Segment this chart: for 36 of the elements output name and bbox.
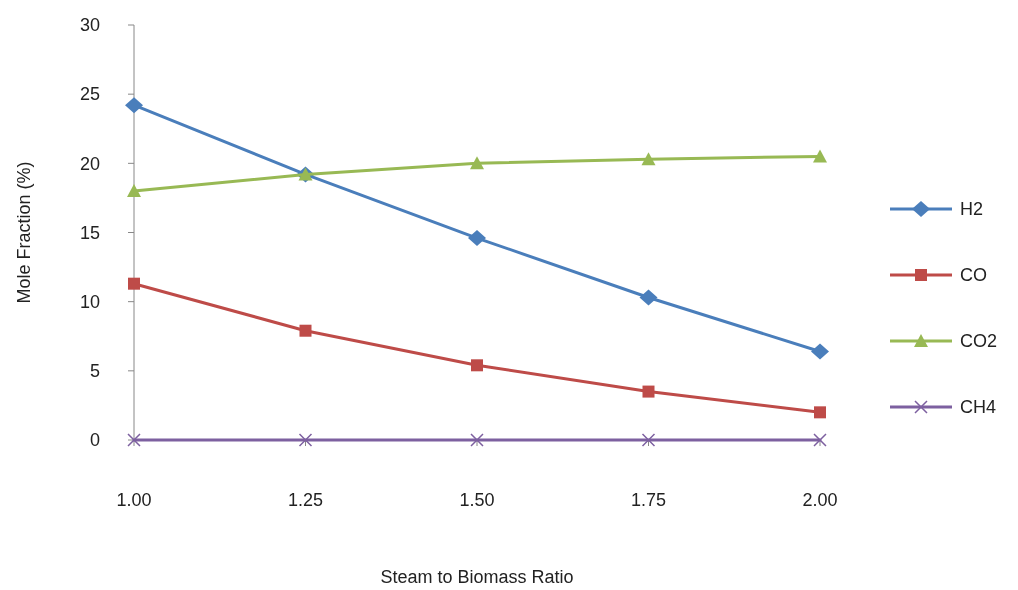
x-tick-label: 1.00 (116, 490, 152, 510)
point (127, 433, 141, 447)
point (814, 406, 826, 419)
point (813, 149, 827, 163)
y-tick-label: 30 (79, 15, 100, 36)
point (299, 324, 312, 337)
y-tick-label: 15 (79, 222, 100, 243)
legend-label: CO (960, 265, 987, 286)
point (642, 385, 655, 398)
y-tick-label: 20 (79, 153, 100, 174)
point (470, 156, 484, 170)
point (298, 433, 313, 447)
point (128, 277, 140, 290)
y-tick-label: 5 (89, 361, 100, 382)
point (125, 97, 143, 114)
x-tick-label: 1.75 (630, 490, 667, 510)
point (813, 433, 827, 447)
point (641, 152, 656, 166)
point (639, 289, 658, 306)
y-tick-label: 25 (79, 84, 100, 105)
legend-label: CO2 (960, 331, 998, 352)
legend-label: H2 (960, 199, 984, 220)
legend-label: CH4 (960, 397, 997, 418)
point (471, 359, 483, 372)
point (127, 184, 141, 197)
x-axis-title: Steam to Biomass Ratio (380, 567, 574, 587)
point (641, 433, 656, 447)
y-axis-title: Mole Fraction (%) (14, 161, 34, 304)
point (811, 343, 829, 360)
x-tick-label: 1.25 (287, 490, 324, 510)
y-tick-label: 0 (89, 430, 100, 451)
point (468, 230, 486, 247)
y-tick-label: 10 (79, 291, 100, 312)
x-tick-label: 1.50 (459, 490, 495, 510)
x-tick-label: 2.00 (802, 490, 838, 510)
point (470, 433, 484, 447)
